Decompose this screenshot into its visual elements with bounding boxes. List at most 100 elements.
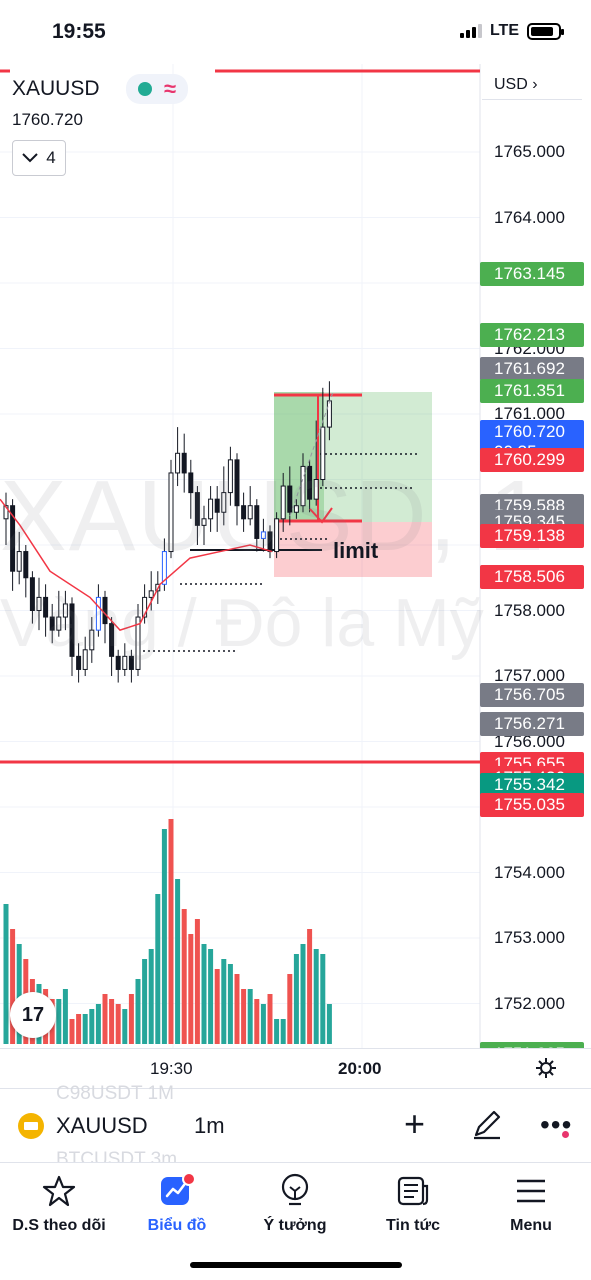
price-axis-label: 1758.000 — [494, 600, 565, 620]
toolbar-symbol[interactable]: XAUUSD — [56, 1113, 148, 1138]
volume-bar — [3, 904, 9, 1044]
candle-body — [49, 616, 55, 631]
nav-news[interactable]: Tin tức — [354, 1171, 472, 1235]
volume-bar — [155, 894, 161, 1044]
volume-bar — [313, 949, 319, 1044]
candle-body — [43, 596, 49, 618]
volume-bar — [293, 954, 299, 1044]
volume-bar — [201, 944, 207, 1044]
chart-symbol-name[interactable]: XAUUSD — [12, 77, 100, 100]
volume-bar — [234, 974, 240, 1044]
candle-body — [76, 655, 82, 670]
lightbulb-icon — [281, 1173, 309, 1206]
volume-bar — [115, 1004, 121, 1044]
price-tag[interactable]: 1755.342 — [480, 772, 584, 797]
candle-body — [208, 498, 214, 520]
volume-bar — [326, 1004, 332, 1044]
candle-body — [3, 505, 9, 520]
candle-body — [36, 596, 42, 612]
candle-body — [307, 465, 313, 500]
tradingview-logo-icon[interactable]: 17 — [10, 992, 56, 1038]
candle-body — [194, 492, 200, 526]
nav-watchlist[interactable]: D.S theo dõi — [0, 1171, 118, 1235]
candle-body — [254, 505, 260, 539]
volume-bar — [208, 949, 214, 1044]
candle-body — [23, 551, 29, 579]
candle-body — [221, 492, 227, 513]
chart-watermark-description: Vàng / Đô la Mỹ — [0, 585, 484, 661]
time-axis[interactable]: 19:30 20:00 — [0, 1048, 591, 1088]
price-tag[interactable]: 1760.299 — [480, 447, 584, 472]
chart-icon — [161, 1172, 196, 1205]
market-open-icon — [137, 82, 152, 96]
volume-bar — [16, 944, 22, 1044]
candle-body — [234, 459, 240, 507]
delayed-data-icon: ≈ — [163, 76, 177, 101]
gold-icon — [18, 1113, 44, 1139]
market-status-badge[interactable]: ≈ — [125, 74, 189, 104]
nav-menu[interactable]: Menu — [472, 1171, 590, 1235]
volume-bar — [82, 1014, 88, 1044]
volume-bar — [227, 964, 233, 1044]
candle-body — [300, 465, 306, 507]
volume-bar — [267, 994, 273, 1044]
volume-bar — [175, 879, 181, 1044]
volume-bar — [128, 994, 134, 1044]
price-tag[interactable]: 1756.705 — [480, 683, 584, 708]
chart-watermark: XAUUSD, 1 — [0, 460, 546, 572]
indicators-count: 4 — [46, 148, 56, 167]
price-tag[interactable]: 1763.145 — [480, 261, 584, 286]
price-axis-label: 1753.000 — [494, 928, 565, 947]
battery-icon — [527, 22, 564, 40]
candle-body — [260, 531, 266, 539]
price-axis-label: 1764.000 — [494, 207, 565, 227]
chart-area[interactable]: XAUUSD, 1 Vàng / Đô la Mỹ XAUUSD ≈ 1760.… — [0, 64, 591, 1088]
projection-line — [289, 391, 334, 517]
currency-selector[interactable]: USD › — [482, 70, 582, 100]
price-tag[interactable]: 1755.035 — [480, 792, 584, 817]
indicators-toggle-button[interactable]: 4 — [12, 140, 66, 176]
volume-bar — [241, 989, 247, 1044]
candle-body — [122, 655, 128, 670]
candle-body — [227, 459, 233, 494]
symbol-toolbar: C98USDT 1M BTCUSDT 3m XAUUSD 1m + ••• — [0, 1083, 591, 1170]
toolbar-interval[interactable]: 1m — [194, 1113, 225, 1138]
price-tag[interactable]: 1762.213 — [480, 322, 584, 347]
candle-body — [69, 603, 75, 657]
price-tag[interactable]: 1756.271 — [480, 711, 584, 736]
price-axis-label: 1752.000 — [494, 993, 565, 1013]
volume-bar — [274, 1019, 280, 1044]
volume-bar — [254, 999, 260, 1044]
volume-bar — [161, 829, 167, 1044]
pen-icon[interactable] — [470, 1107, 504, 1141]
bottom-navigation: D.S theo dõi Biểu đồ Ý tưởng — [0, 1162, 591, 1280]
limit-annotation[interactable]: limit — [333, 538, 379, 563]
news-icon — [397, 1176, 429, 1206]
price-tag[interactable]: 1758.506 — [480, 565, 584, 590]
candle-body — [115, 655, 121, 670]
plus-icon[interactable]: + — [404, 1103, 426, 1144]
price-tag[interactable]: 1759.138 — [480, 523, 584, 548]
nav-label: Tin tức — [386, 1217, 440, 1234]
price-tag[interactable]: 1761.692 — [480, 356, 584, 381]
volume-bar — [247, 989, 253, 1044]
nav-label: Menu — [510, 1217, 552, 1234]
volume-bar — [307, 929, 313, 1044]
gear-icon[interactable] — [535, 1057, 557, 1079]
candle-body — [135, 616, 141, 670]
nav-label: Ý tưởng — [263, 1217, 327, 1234]
candle-body — [161, 551, 167, 585]
notification-dot — [562, 1131, 569, 1138]
nav-chart[interactable]: Biểu đồ — [118, 1171, 236, 1235]
volume-bar — [109, 999, 115, 1044]
candle-body — [293, 505, 299, 513]
chevron-down-icon — [22, 153, 38, 163]
nav-ideas[interactable]: Ý tưởng — [236, 1171, 354, 1235]
candle-body — [148, 590, 154, 598]
candle-body — [128, 655, 134, 670]
chart-last-price: 1760.720 — [12, 110, 83, 129]
price-tag[interactable]: 1761.351 — [480, 379, 584, 403]
network-label: LTE — [489, 22, 519, 39]
candle-body — [313, 479, 319, 500]
price-chart[interactable] — [0, 64, 591, 1088]
